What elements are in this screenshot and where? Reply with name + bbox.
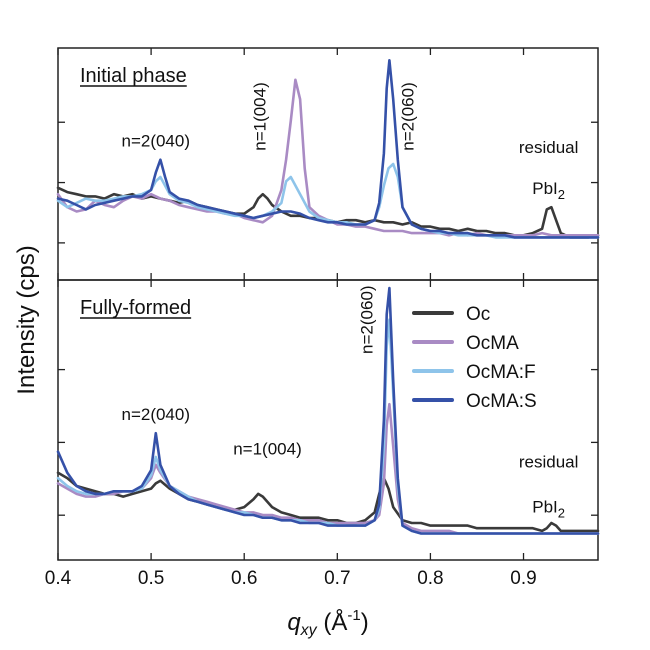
panels: Initial phase n=2(040) n=1(004) n=2(060) res… bbox=[56, 47, 600, 561]
series-line-ocma-f bbox=[56, 162, 600, 239]
x-axis-title: qxy (Å-1) bbox=[287, 607, 368, 639]
x-tick-label: 0.4 bbox=[45, 568, 72, 589]
peak-label: n=1(004) bbox=[251, 82, 270, 151]
x-tick-label: 0.7 bbox=[324, 568, 350, 589]
x-tick-label: 0.9 bbox=[510, 568, 536, 589]
annotation-label: n=2(040) bbox=[121, 405, 190, 424]
panel-title: Initial phase bbox=[80, 65, 187, 87]
annotation-label: n=1(004) bbox=[233, 439, 302, 458]
x-axis-title-subscript: xy bbox=[300, 622, 318, 639]
pbi2-subscript: 2 bbox=[558, 505, 565, 520]
panel-frame bbox=[57, 279, 599, 561]
legend: Oc OcMA OcMA:F OcMA:S bbox=[412, 304, 537, 412]
annotation-label: residual bbox=[519, 453, 579, 472]
x-axis-ticks: 0.4 0.5 0.6 0.7 0.8 0.9 bbox=[45, 568, 537, 589]
legend-label-ocma: OcMA bbox=[466, 333, 519, 354]
series-line-ocma-s bbox=[56, 59, 600, 239]
series-line-ocma bbox=[56, 78, 600, 237]
annotation-label: n=2(040) bbox=[121, 132, 190, 151]
x-tick-label: 0.6 bbox=[231, 568, 257, 589]
y-axis-title: Intensity (cps) bbox=[13, 245, 40, 394]
x-axis-title-sup: -1 bbox=[347, 607, 360, 624]
panel-2: Fully-formed n=2(040) n=1(004) n=2(060) resi… bbox=[56, 279, 600, 561]
panel-1: Initial phase n=2(040) n=1(004) n=2(060) res… bbox=[56, 47, 600, 281]
pbi2-main: PbI bbox=[532, 179, 558, 198]
annotation-label: residual bbox=[519, 138, 579, 157]
x-axis-title-open: (Å bbox=[317, 608, 348, 636]
x-axis-title-symbol: q bbox=[287, 609, 301, 636]
panel-title: Fully-formed bbox=[80, 297, 191, 319]
pbi2-subscript: 2 bbox=[558, 187, 565, 202]
x-tick-label: 0.8 bbox=[417, 568, 443, 589]
peak-label: n=2(060) bbox=[399, 82, 418, 151]
pbi2-label: PbI2 bbox=[532, 497, 565, 520]
peak-label: n=2(060) bbox=[358, 285, 377, 354]
series-line-oc bbox=[56, 471, 600, 533]
pbi2-main: PbI bbox=[532, 497, 558, 516]
legend-label-ocma-s: OcMA:S bbox=[466, 391, 537, 412]
x-tick-label: 0.5 bbox=[138, 568, 164, 589]
legend-label-oc: Oc bbox=[466, 304, 490, 325]
x-axis-title-close: ) bbox=[361, 609, 369, 636]
legend-label-ocma-f: OcMA:F bbox=[466, 362, 536, 383]
series-line-ocma-s bbox=[56, 286, 600, 535]
pbi2-label: PbI2 bbox=[532, 179, 565, 202]
